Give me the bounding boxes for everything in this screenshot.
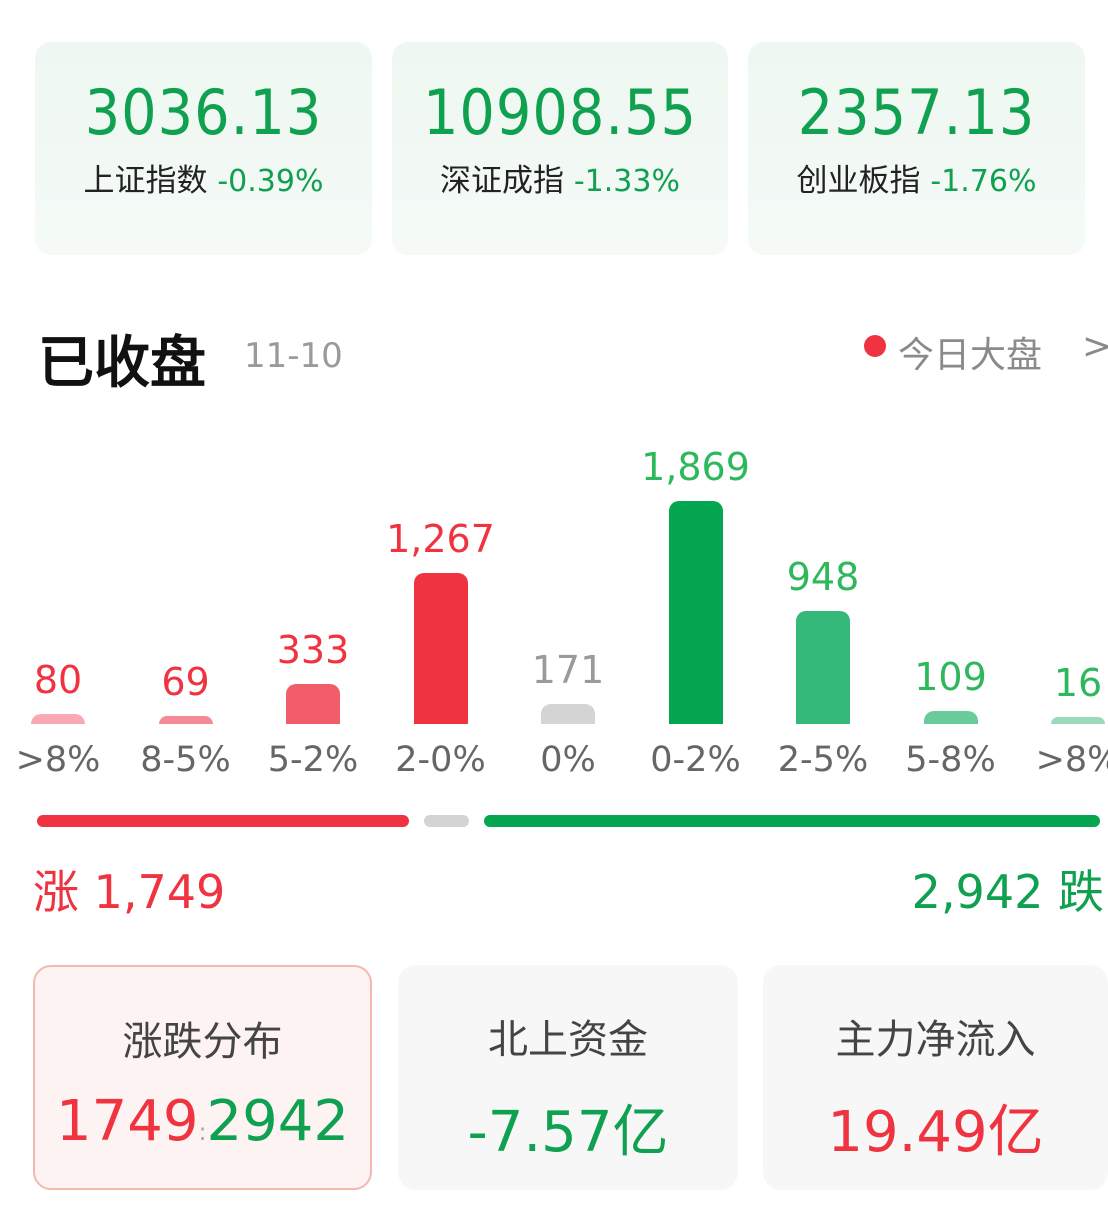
up-label: 涨 [33, 865, 79, 919]
index-name: 深证成指 [440, 163, 564, 199]
up-count-value: 1,749 [93, 865, 226, 919]
category-label: 8-5% [140, 740, 231, 780]
bar-3 [413, 572, 468, 724]
index-name: 创业板指 [796, 163, 921, 199]
status-dot-icon [864, 335, 886, 357]
down-label: 跌 [1058, 865, 1104, 919]
bar-value-label: 948 [786, 554, 860, 599]
down-ratio-bar [483, 815, 1100, 827]
down-value: 2942 [206, 1089, 350, 1154]
chevron-right-icon[interactable]: > [1082, 326, 1108, 367]
index-value: 2357.13 [797, 76, 1036, 149]
bar-value-label: 1,869 [641, 445, 750, 489]
up-value: 1749 [55, 1089, 199, 1154]
category-label: 5-8% [905, 740, 996, 780]
category-label: 2-0% [395, 740, 486, 780]
card-value: 19.49亿 [827, 1100, 1044, 1165]
card-title: 涨跌分布 [122, 1019, 283, 1065]
card-title: 主力净流入 [835, 1017, 1036, 1063]
index-change: -1.76% [930, 164, 1037, 199]
index-card-chinext[interactable]: 2357.13 创业板指 -1.76% [748, 42, 1085, 255]
bar-value-label: 80 [33, 658, 83, 703]
card-value: -7.57亿 [467, 1100, 669, 1165]
bar-value-label: 171 [531, 647, 605, 692]
down-count: 2,942 跌 [912, 856, 1104, 922]
category-label: >8% [15, 740, 101, 780]
bar-6 [796, 610, 850, 724]
index-change: -0.39% [217, 164, 324, 199]
category-label: 2-5% [777, 740, 869, 780]
separator: : [198, 1118, 207, 1146]
up-count: 涨 1,749 [33, 856, 225, 922]
index-name: 上证指数 [83, 163, 208, 199]
bar-value-label: 16 [1053, 661, 1103, 705]
bar-value-label: 1,267 [386, 516, 495, 561]
category-label: 0-2% [650, 740, 741, 780]
bar-5 [668, 501, 723, 724]
index-value: 3036.13 [84, 76, 323, 149]
bar-1 [158, 715, 213, 724]
category-label: 5-2% [267, 740, 359, 780]
index-value: 10908.55 [422, 76, 698, 149]
card-northbound-funds[interactable]: 北上资金 -7.57亿 [398, 965, 738, 1190]
market-status-title: 已收盘 [38, 331, 206, 396]
today-market-link[interactable]: 今日大盘 [898, 335, 1043, 376]
down-count-value: 2,942 [911, 865, 1044, 919]
bar-value-label: 69 [161, 659, 210, 704]
card-main-net-inflow[interactable]: 主力净流入 19.49亿 [763, 965, 1108, 1190]
category-label: >8% [1035, 740, 1108, 780]
up-ratio-bar [37, 815, 409, 827]
index-card-shenzhen[interactable]: 10908.55 深证成指 -1.33% [392, 42, 728, 255]
bar-0 [31, 714, 85, 724]
bar-value-label: 333 [276, 628, 350, 673]
market-date: 11-10 [244, 336, 343, 376]
bar-7 [923, 710, 978, 724]
bar-value-label: 109 [914, 654, 987, 699]
index-card-shanghai[interactable]: 3036.13 上证指数 -0.39% [35, 42, 372, 255]
flat-ratio-bar [423, 815, 469, 827]
bar-8 [1051, 717, 1105, 724]
bar-4 [541, 703, 595, 724]
bar-2 [286, 684, 340, 724]
card-up-down-distribution[interactable]: 涨跌分布 1749:2942 [33, 965, 372, 1190]
category-label: 0% [540, 740, 596, 780]
index-change: -1.33% [573, 164, 680, 199]
card-title: 北上资金 [488, 1017, 648, 1063]
